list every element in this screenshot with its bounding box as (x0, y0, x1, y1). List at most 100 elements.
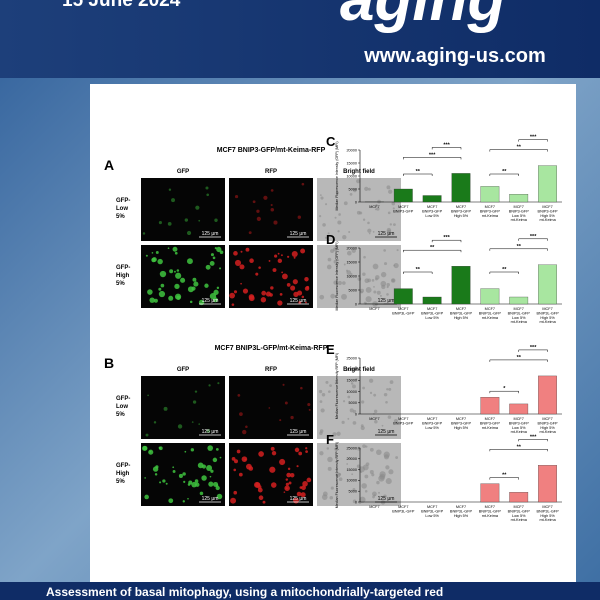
cell (384, 262, 388, 266)
cell (327, 466, 332, 471)
cell (219, 250, 224, 255)
cell (215, 447, 219, 451)
x-tick-label: BNIP3L-GFP (479, 509, 502, 513)
x-tick-label: mt-Keima (482, 316, 499, 320)
cell (363, 255, 366, 259)
cell (372, 491, 377, 497)
x-tick-label: MCF7 (427, 505, 437, 509)
cell (338, 472, 342, 476)
cell (193, 281, 199, 287)
cell (305, 450, 308, 453)
cell (277, 258, 283, 264)
scale-label: 125 μm (378, 429, 395, 435)
cell (376, 207, 380, 211)
column-label: GFP (177, 367, 189, 373)
cell (325, 203, 328, 206)
cell (395, 456, 399, 459)
cell (285, 482, 290, 486)
cell (346, 270, 352, 275)
significance-bracket (403, 173, 433, 176)
x-tick-label: MCF7 (427, 307, 437, 311)
y-tick-label: 10000 (346, 274, 357, 278)
cell (273, 220, 278, 225)
cell (297, 215, 302, 219)
cell (322, 491, 328, 497)
x-tick-label: MCF7 (542, 417, 552, 421)
cell (256, 216, 261, 221)
cell (388, 387, 392, 391)
cell (346, 250, 352, 256)
cell (330, 249, 335, 253)
cell (147, 394, 149, 397)
cell (342, 281, 346, 285)
cell (168, 188, 172, 191)
cell (383, 494, 387, 499)
cell (287, 467, 291, 471)
cell (282, 383, 285, 386)
cell (158, 290, 166, 298)
cell (392, 207, 395, 210)
x-tick-label: mt-Keima (539, 218, 556, 222)
significance-label: ** (502, 169, 507, 175)
cell (233, 251, 238, 256)
y-tick-label: 10000 (346, 479, 357, 483)
cell (234, 259, 242, 266)
x-tick-label: mt-Keima (511, 218, 528, 222)
cell (205, 186, 209, 190)
cell (360, 425, 365, 431)
bar (509, 296, 529, 305)
bar (538, 375, 557, 415)
row-label: 5% (116, 281, 125, 287)
cell (242, 288, 249, 294)
cell (192, 277, 197, 282)
row-label: High (116, 273, 130, 279)
cell (204, 283, 209, 288)
cell (168, 498, 174, 504)
cell (388, 469, 394, 475)
significance-label: ** (517, 244, 522, 250)
cell (365, 445, 368, 448)
cell (373, 285, 375, 288)
significance-label: ** (416, 169, 421, 175)
significance-label: ** (517, 145, 522, 151)
cell (389, 380, 394, 385)
y-axis-label: Median Fluorescence Intensity (GFP) (MFI… (335, 241, 339, 310)
x-tick-label: mt-Keima (539, 430, 556, 434)
cell (334, 216, 337, 219)
bar (538, 165, 557, 203)
cell (365, 287, 372, 293)
cell (337, 280, 342, 286)
x-tick-label: MCF7 (369, 205, 379, 209)
significance-label: *** (530, 345, 537, 351)
cell (300, 248, 306, 254)
cell (268, 259, 271, 262)
cell (286, 472, 292, 478)
y-tick-label: 20000 (346, 148, 357, 152)
cell (284, 401, 288, 405)
cell (248, 231, 252, 235)
cell (364, 186, 369, 191)
cell (169, 269, 174, 274)
cell (319, 431, 323, 436)
cell (352, 421, 357, 425)
x-tick-label: Low 5% (512, 426, 526, 430)
significance-label: ** (517, 444, 522, 450)
cell (287, 255, 290, 258)
cell (216, 246, 222, 253)
cell (233, 290, 238, 294)
y-tick-label: 0 (355, 412, 357, 416)
panel-letter: B (104, 355, 114, 371)
cell (387, 415, 392, 419)
cell (288, 481, 292, 485)
cell (374, 420, 378, 424)
scale-label: 125 μm (290, 231, 307, 237)
cell (238, 472, 243, 477)
cell (301, 295, 305, 299)
y-tick-label: 10000 (346, 174, 357, 178)
cell (300, 492, 306, 498)
cell (236, 449, 241, 454)
cell (234, 195, 239, 199)
significance-bracket (518, 139, 548, 142)
cell (201, 475, 207, 481)
cell (385, 400, 388, 404)
